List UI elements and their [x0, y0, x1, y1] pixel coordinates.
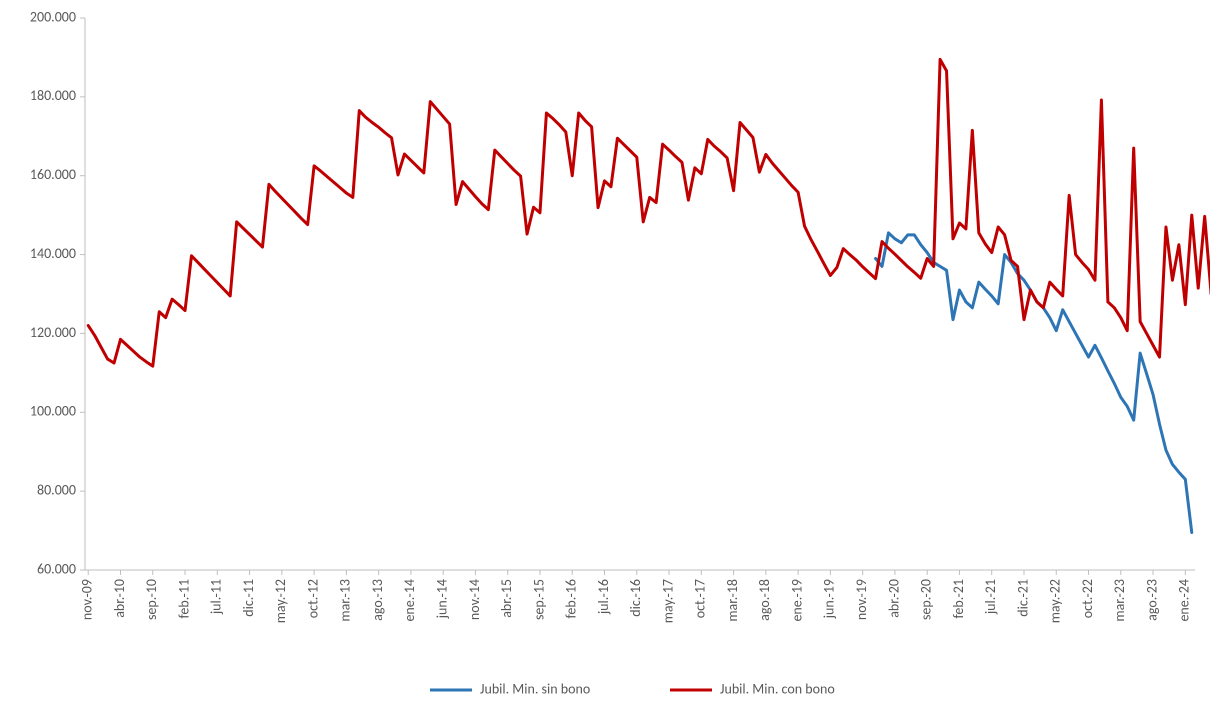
x-tick-label: may.-22 — [1047, 579, 1064, 623]
y-tick-label: 80.000 — [37, 481, 76, 498]
legend-label: Jubil. Min. con bono — [720, 680, 835, 697]
x-tick-label: dic.-21 — [1014, 579, 1031, 617]
x-tick-label: mar.-13 — [337, 579, 354, 622]
x-tick-label: jun.-14 — [434, 579, 451, 619]
x-tick-label: mar.-18 — [724, 579, 741, 622]
x-tick-label: sep.-15 — [530, 579, 547, 620]
chart-svg: 60.000 80.000 100.000 120.000 140.000 160.000… — [0, 0, 1210, 720]
x-tick-label: dic.-11 — [240, 579, 257, 617]
y-tick-label: 180.000 — [30, 87, 76, 104]
x-tick-label: dic.-16 — [627, 579, 644, 617]
y-tick-label: 160.000 — [30, 166, 76, 183]
y-tick-label: 100.000 — [30, 403, 76, 420]
x-tick-label: ago.-18 — [756, 579, 773, 621]
x-tick-label: oct.-12 — [304, 579, 321, 618]
x-tick-label: feb.-21 — [950, 579, 967, 618]
x-tick-label: may.-17 — [659, 579, 676, 623]
x-tick-label: jun.-19 — [821, 579, 838, 619]
x-tick-label: feb.-11 — [175, 579, 192, 618]
x-tick-label: ene.-14 — [401, 579, 418, 622]
x-tick-label: sep.-20 — [918, 579, 935, 620]
y-tick-label: 200.000 — [30, 8, 76, 25]
x-tick-label: oct.-22 — [1079, 579, 1096, 618]
x-tick-label: jul.-11 — [208, 579, 225, 615]
x-tick-label: jul.-16 — [595, 579, 612, 615]
x-tick-label: nov.-14 — [466, 579, 483, 620]
x-tick-label: sep.-10 — [143, 579, 160, 620]
x-tick-label: nov.-09 — [79, 579, 96, 620]
legend-label: Jubil. Min. sin bono — [480, 680, 590, 697]
x-tick-label: feb.-16 — [563, 579, 580, 618]
x-tick-label: jul.-21 — [982, 579, 999, 615]
y-tick-label: 140.000 — [30, 245, 76, 262]
x-tick-label: mar.-23 — [1111, 579, 1128, 622]
y-tick-label: 60.000 — [37, 560, 76, 577]
x-tick-label: ene.-24 — [1176, 579, 1193, 622]
x-tick-label: ene.-19 — [788, 579, 805, 622]
x-tick-label: ago.-13 — [369, 579, 386, 621]
x-tick-label: abr.-20 — [885, 579, 902, 618]
line-chart: 60.000 80.000 100.000 120.000 140.000 160.000… — [0, 0, 1210, 720]
x-tick-label: oct.-17 — [692, 579, 709, 618]
x-tick-label: ago.-23 — [1143, 579, 1160, 621]
y-tick-label: 120.000 — [30, 324, 76, 341]
x-tick-label: abr.-10 — [111, 579, 128, 618]
x-tick-label: nov.-19 — [853, 579, 870, 620]
x-tick-label: may.-12 — [272, 579, 289, 623]
x-tick-label: abr.-15 — [498, 579, 515, 618]
